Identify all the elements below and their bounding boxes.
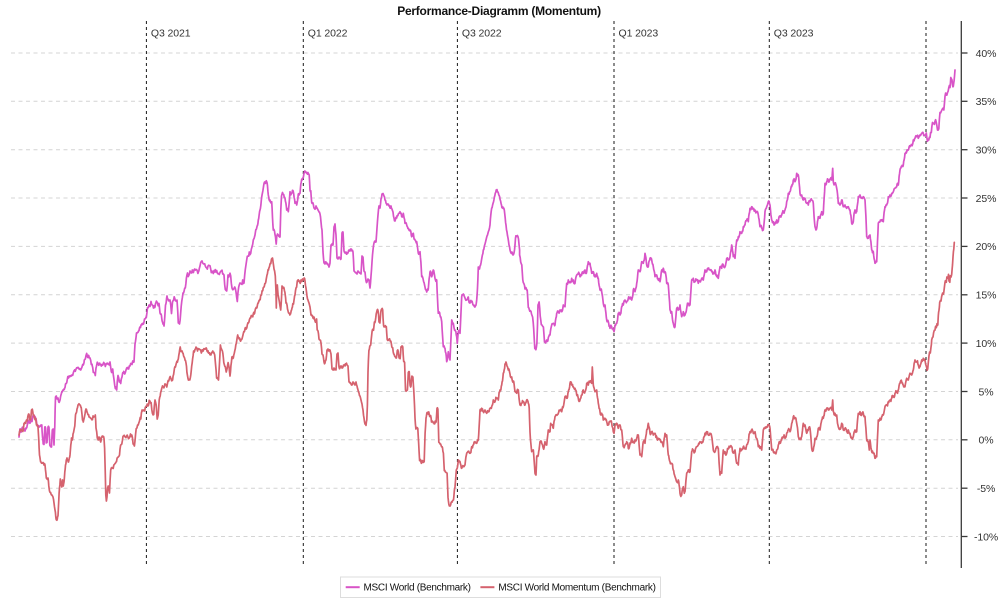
svg-text:35%: 35% bbox=[976, 96, 997, 108]
svg-text:30%: 30% bbox=[976, 145, 997, 157]
svg-text:20%: 20% bbox=[976, 241, 997, 253]
svg-text:MSCI World (Benchmark): MSCI World (Benchmark) bbox=[364, 583, 471, 594]
svg-text:0%: 0% bbox=[979, 435, 994, 447]
svg-text:Q3 2022: Q3 2022 bbox=[462, 28, 502, 40]
svg-text:25%: 25% bbox=[976, 193, 997, 205]
svg-text:MSCI World Momentum (Benchmark: MSCI World Momentum (Benchmark) bbox=[498, 583, 655, 594]
svg-text:-10%: -10% bbox=[974, 531, 998, 543]
svg-text:40%: 40% bbox=[976, 48, 997, 60]
svg-text:5%: 5% bbox=[979, 386, 994, 398]
svg-text:10%: 10% bbox=[976, 338, 997, 350]
svg-text:-5%: -5% bbox=[977, 483, 995, 495]
svg-text:Q3 2021: Q3 2021 bbox=[151, 28, 191, 40]
svg-text:Q1 2023: Q1 2023 bbox=[619, 28, 659, 40]
svg-text:Performance-Diagramm (Momentum: Performance-Diagramm (Momentum) bbox=[397, 4, 601, 18]
svg-text:Q3 2023: Q3 2023 bbox=[774, 28, 814, 40]
svg-text:15%: 15% bbox=[976, 290, 997, 302]
svg-text:Q1 2022: Q1 2022 bbox=[308, 28, 348, 40]
